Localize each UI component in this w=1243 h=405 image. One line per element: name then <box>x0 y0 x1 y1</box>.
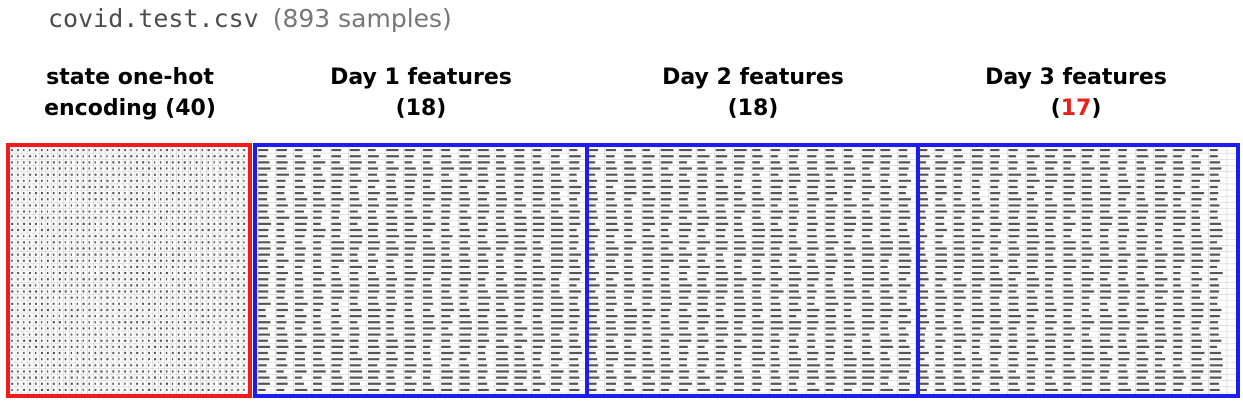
heading-line-2: (18) <box>727 96 779 121</box>
feature-grid <box>257 147 1236 394</box>
day-divider-1 <box>585 143 589 398</box>
cell-texture <box>257 147 1236 394</box>
heading-day-1: Day 1 features (18) <box>262 62 580 124</box>
paren-open: ( <box>1050 96 1061 121</box>
paren-close: ) <box>1091 96 1102 121</box>
heading-line-2: encoding (40) <box>44 96 216 121</box>
sample-count: (893 samples) <box>272 4 452 33</box>
table-caption: covid.test.csv (893 samples) <box>48 4 452 44</box>
heading-state-one-hot: state one-hot encoding (40) <box>8 62 252 124</box>
heading-line-2: (17) <box>920 93 1232 124</box>
heading-day-2: Day 2 features (18) <box>594 62 912 124</box>
heading-day-3: Day 3 features (17) <box>920 62 1232 124</box>
day-divider-2 <box>916 143 920 398</box>
feature-block <box>253 143 1240 398</box>
heading-line-1: Day 3 features <box>985 65 1167 90</box>
heading-line-2: (18) <box>395 96 447 121</box>
file-name: covid.test.csv <box>48 4 259 33</box>
heading-line-1: Day 2 features <box>662 65 844 90</box>
heading-line-1: Day 1 features <box>330 65 512 90</box>
heading-line-1: state one-hot <box>46 65 214 90</box>
feature-count-highlight: 17 <box>1060 96 1092 121</box>
cell-texture <box>10 147 248 394</box>
one-hot-grid <box>10 147 248 394</box>
one-hot-block <box>6 143 252 398</box>
